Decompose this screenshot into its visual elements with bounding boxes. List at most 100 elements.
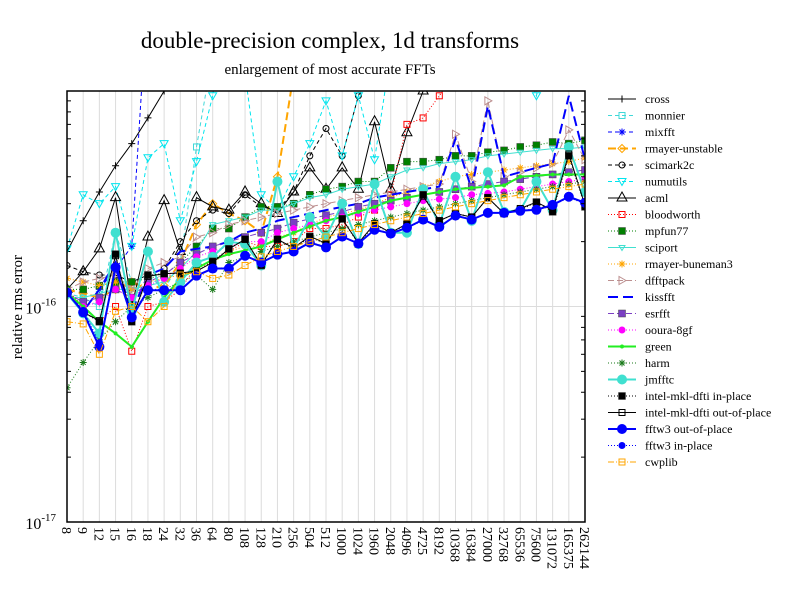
marker-plus: [618, 95, 626, 103]
marker-circle: [272, 176, 283, 187]
marker-triangle: [483, 30, 493, 39]
marker-square: [565, 183, 573, 191]
legend-label: rmayer-buneman3: [645, 257, 733, 271]
marker-dot: [469, 185, 474, 190]
marker-circle: [468, 215, 476, 223]
marker-circle: [112, 285, 120, 293]
marker-plus: [128, 140, 136, 148]
x-tick-label: 108: [236, 527, 251, 548]
marker-triangle: [77, 264, 90, 276]
marker-square: [193, 268, 200, 276]
marker-triangle: [142, 230, 154, 241]
marker-square: [128, 278, 136, 286]
legend-item: bloodworth: [608, 208, 700, 222]
marker-square: [451, 152, 460, 160]
marker-triangle: [207, 92, 218, 101]
x-tick-label: 4725: [414, 527, 429, 555]
marker-triangle: [354, 184, 363, 191]
marker-plus: [193, 38, 200, 45]
marker-circle: [482, 167, 493, 178]
marker-circle: [337, 198, 348, 209]
legend-item: harm: [608, 356, 670, 370]
marker-square: [469, 57, 475, 63]
marker-circle: [484, 209, 492, 217]
marker-circle: [144, 285, 152, 293]
marker-triangle: [368, 114, 381, 126]
legend-item: mixfft: [608, 125, 675, 139]
marker-square: [387, 217, 395, 225]
marker-circle: [563, 141, 574, 152]
marker-square: [517, 23, 523, 29]
marker-triangle: [467, 157, 476, 164]
x-tick-label: 80: [220, 527, 235, 541]
marker-dot: [453, 187, 458, 192]
legend-item: sciport: [608, 241, 678, 255]
x-tick-label: 15: [107, 527, 122, 541]
marker-dot: [129, 344, 134, 349]
marker-triangle: [126, 242, 137, 252]
legend-label: fftw3 in-place: [645, 439, 712, 453]
x-tick-label: 131072: [544, 527, 559, 569]
marker-triangle: [144, 263, 153, 274]
marker-square: [419, 114, 427, 122]
marker-plus: [67, 247, 71, 255]
x-tick-label: 4096: [398, 527, 413, 555]
marker-circle: [304, 212, 315, 223]
marker-triangle: [225, 219, 234, 230]
marker-triangle: [618, 245, 626, 252]
marker-triangle: [289, 201, 298, 208]
x-tick-label: 210: [268, 527, 283, 548]
marker-asterisk: [618, 128, 626, 136]
marker-square: [549, 185, 557, 193]
y-tick-label: 10-17: [25, 512, 56, 533]
marker-triangle: [419, 165, 428, 172]
marker-square: [484, 197, 492, 205]
series-line: [67, 91, 362, 283]
legend-item: ooura-8gf: [608, 323, 692, 337]
marker-circle: [209, 265, 217, 273]
marker-square: [209, 274, 217, 282]
legend-item: numutils: [608, 175, 687, 189]
marker-circle: [532, 205, 540, 213]
marker-triangle: [435, 161, 444, 168]
marker-triangle: [403, 167, 411, 174]
marker-dot: [518, 174, 523, 179]
marker-square: [387, 164, 395, 172]
marker-triangle: [581, 144, 585, 151]
marker-circle: [372, 63, 378, 69]
legend-item: intel-mkl-dfti out-of-place: [608, 406, 771, 420]
marker-square: [273, 247, 281, 255]
marker-triangle: [112, 270, 121, 280]
marker-triangle: [369, 156, 380, 165]
marker-plus: [209, 14, 216, 21]
marker-square: [144, 318, 152, 326]
marker-square: [419, 192, 427, 200]
x-tick-label: 36: [188, 527, 203, 541]
marker-square: [338, 182, 346, 191]
legend-item: esrfft: [608, 307, 671, 321]
marker-circle: [354, 239, 362, 247]
marker-dot: [550, 172, 555, 177]
legend-item: kissfft: [608, 290, 675, 304]
marker-square: [128, 303, 136, 310]
marker-triangle: [401, 125, 413, 137]
marker-circle: [67, 261, 71, 269]
legend-label: jmfftc: [644, 373, 674, 387]
marker-circle: [306, 152, 314, 160]
marker-triangle: [321, 97, 331, 106]
marker-square: [176, 271, 184, 279]
legend-label: sciport: [645, 241, 678, 255]
marker-plus: [160, 91, 168, 95]
x-tick-label: 64: [204, 527, 219, 541]
marker-square: [144, 303, 152, 310]
marker-triangle: [353, 92, 364, 101]
marker-square: [453, 71, 459, 77]
marker-square: [225, 245, 233, 253]
y-tick-label: 10-16: [25, 297, 56, 318]
legend-item: monnier: [608, 109, 685, 123]
x-tick-label: 27000: [479, 527, 494, 562]
series-line: [67, 183, 585, 356]
marker-triangle: [290, 205, 299, 215]
marker-asterisk: [79, 278, 87, 286]
